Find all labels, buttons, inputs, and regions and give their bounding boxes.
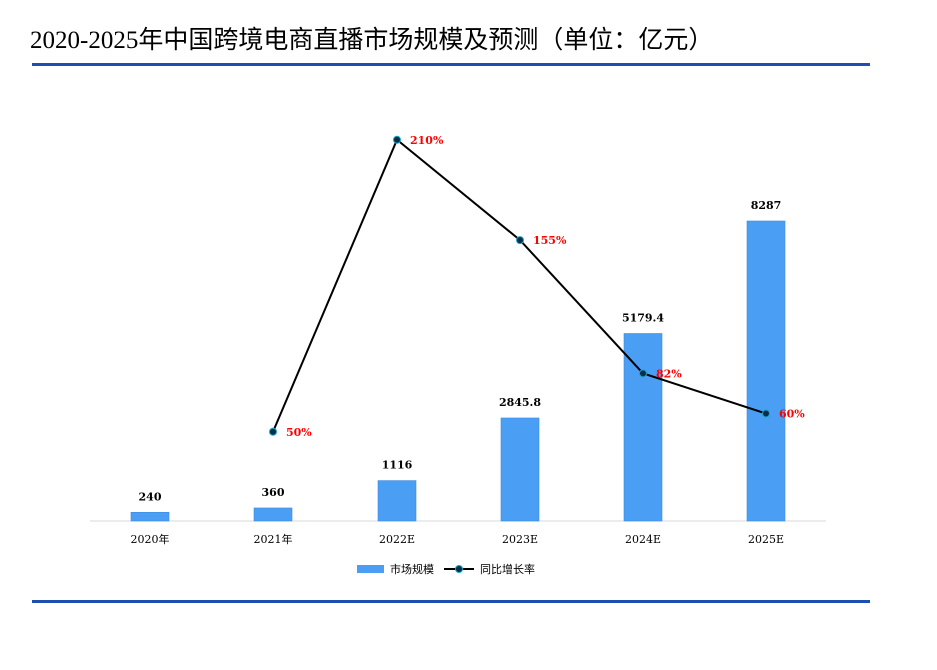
bar-label-2: 1116 [382,459,413,472]
growth-label-5: 60% [779,408,805,421]
bottom-rule [32,600,870,603]
x-tick-label-3: 2023E [502,533,538,546]
bar-label-0: 240 [139,490,162,503]
bar-1 [253,507,293,522]
growth-point-5 [762,409,770,418]
x-tick-label-2: 2022E [379,533,415,546]
legend-line-label: 同比增长率 [480,562,535,576]
bar-3 [500,417,540,522]
legend-bar-label: 市场规模 [390,562,434,576]
growth-point-3 [516,236,524,245]
bar-5 [746,220,786,522]
bar-0 [130,512,170,522]
chart-title: 2020-2025年中国跨境电商直播市场规模及预测（单位：亿元） [30,27,714,54]
bar-4 [623,333,663,522]
legend-line-marker [455,565,463,573]
x-tick-label-5: 2025E [748,533,784,546]
growth-point-1 [269,427,277,436]
x-tick-label-0: 2020年 [131,532,170,546]
bar-label-4: 5179.4 [622,311,664,324]
x-tick-label-1: 2021年 [254,532,293,546]
growth-point-2 [393,135,401,144]
growth-point-4 [639,369,647,378]
bar-label-3: 2845.8 [499,396,541,409]
title-rule [32,63,870,66]
growth-label-2: 210% [410,134,444,147]
legend-bar-swatch [357,565,384,573]
growth-label-1: 50% [286,426,312,439]
growth-label-4: 82% [656,367,682,380]
growth-label-3: 155% [533,234,567,247]
bar-label-1: 360 [262,486,285,499]
bar-2 [377,480,417,522]
x-tick-label-4: 2024E [625,533,661,546]
bar-label-5: 8287 [751,199,782,212]
growth-line [272,138,767,433]
